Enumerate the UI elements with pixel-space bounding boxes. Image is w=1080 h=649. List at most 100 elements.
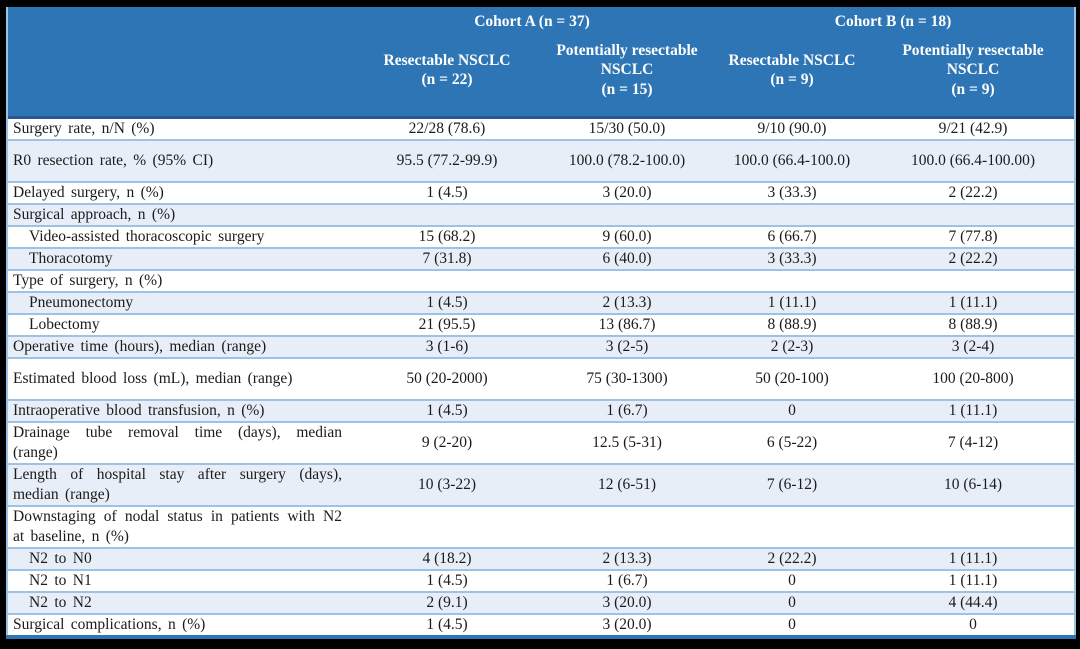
cell-value: 1 (4.5) — [352, 399, 542, 422]
cell-value — [352, 505, 542, 548]
row-label: Type of surgery, n (%) — [7, 269, 352, 292]
subheader-resectable-b: Resectable NSCLC (n = 9) — [712, 34, 872, 116]
cell-value — [542, 269, 712, 292]
table-row: Pneumonectomy 1 (4.5) 2 (13.3) 1 (11.1) 1 (1… — [7, 291, 1076, 314]
cell-value: 100.0 (66.4-100.0) — [712, 139, 872, 182]
table-row: Lobectomy 21 (95.5) 13 (86.7) 8 (88.9) 8 (88… — [7, 313, 1076, 336]
cell-value: 22/28 (78.6) — [352, 119, 542, 140]
row-label: Intraoperative blood transfusion, n (%) — [7, 399, 352, 422]
subheader-resectable-a: Resectable NSCLC (n = 22) — [352, 34, 542, 116]
row-label: Delayed surgery, n (%) — [7, 181, 352, 204]
table-row: Type of surgery, n (%) — [7, 269, 1076, 292]
cell-value: 0 — [712, 613, 872, 637]
subheader-potentially-resectable-b: Potentially resectable NSCLC (n = 9) — [872, 34, 1076, 116]
cell-value: 7 (4-12) — [872, 421, 1076, 464]
table-row: Operative time (hours), median (range) 3 … — [7, 335, 1076, 358]
cell-value — [542, 203, 712, 226]
cell-value — [712, 203, 872, 226]
cell-value: 2 (13.3) — [542, 547, 712, 570]
cell-value: 12 (6-51) — [542, 463, 712, 506]
cell-value: 0 — [872, 613, 1076, 637]
cell-value: 7 (31.8) — [352, 247, 542, 270]
cell-value — [872, 203, 1076, 226]
table-row: Drainage tube removal time (days), media… — [7, 421, 1076, 464]
cell-value: 2 (22.2) — [872, 181, 1076, 204]
cell-value: 1 (11.1) — [872, 547, 1076, 570]
table-row: Surgery rate, n/N (%) 22/28 (78.6) 15/30 (… — [7, 119, 1076, 140]
cell-value: 3 (33.3) — [712, 181, 872, 204]
cell-value: 21 (95.5) — [352, 313, 542, 336]
row-label: Lobectomy — [7, 313, 352, 336]
row-label: Drainage tube removal time (days), media… — [7, 421, 352, 464]
cell-value: 1 (6.7) — [542, 569, 712, 592]
cell-value: 9 (60.0) — [542, 225, 712, 248]
cell-value: 0 — [712, 591, 872, 614]
cell-value: 9/10 (90.0) — [712, 119, 872, 140]
cell-value: 9 (2-20) — [352, 421, 542, 464]
cell-value: 3 (20.0) — [542, 591, 712, 614]
subheader-n: (n = 9) — [951, 80, 995, 98]
table-row: Downstaging of nodal status in patients … — [7, 505, 1076, 548]
table-row: N2 to N2 2 (9.1) 3 (20.0) 0 4 (44.4) — [7, 591, 1076, 614]
cohort-b-header: Cohort B (n = 18) — [712, 7, 1076, 34]
cell-value: 3 (2-4) — [872, 335, 1076, 358]
cell-value: 4 (44.4) — [872, 591, 1076, 614]
table-header: Cohort A (n = 37) Cohort B (n = 18) Rese… — [7, 7, 1076, 119]
row-label: Estimated blood loss (mL), median (range… — [7, 357, 352, 400]
cell-value: 6 (66.7) — [712, 225, 872, 248]
table-body: Surgery rate, n/N (%) 22/28 (78.6) 15/30 (… — [7, 119, 1076, 637]
cell-value — [542, 505, 712, 548]
cell-value: 3 (1-6) — [352, 335, 542, 358]
cell-value: 15 (68.2) — [352, 225, 542, 248]
cell-value: 100 (20-800) — [872, 357, 1076, 400]
table-row: Length of hospital stay after surgery (d… — [7, 463, 1076, 506]
cell-value: 1 (6.7) — [542, 399, 712, 422]
subheader-n: (n = 15) — [601, 80, 653, 98]
row-label: N2 to N0 — [7, 547, 352, 570]
cell-value: 7 (77.8) — [872, 225, 1076, 248]
table-row: Surgical approach, n (%) — [7, 203, 1076, 226]
cell-value: 6 (5-22) — [712, 421, 872, 464]
row-label: Surgical complications, n (%) — [7, 613, 352, 637]
cell-value: 1 (11.1) — [872, 399, 1076, 422]
header-empty-cell — [7, 7, 352, 34]
table-row: Intraoperative blood transfusion, n (%) 1… — [7, 399, 1076, 422]
row-label: N2 to N1 — [7, 569, 352, 592]
cell-value: 50 (20-100) — [712, 357, 872, 400]
table-row: Thoracotomy 7 (31.8) 6 (40.0) 3 (33.3) 2 (22… — [7, 247, 1076, 270]
cell-value: 1 (4.5) — [352, 181, 542, 204]
table-row: N2 to N0 4 (18.2) 2 (13.3) 2 (22.2) 1 (11.1) — [7, 547, 1076, 570]
cell-value: 50 (20-2000) — [352, 357, 542, 400]
cell-value: 2 (13.3) — [542, 291, 712, 314]
cell-value: 3 (20.0) — [542, 181, 712, 204]
cell-value: 12.5 (5-31) — [542, 421, 712, 464]
cell-value: 15/30 (50.0) — [542, 119, 712, 140]
cell-value: 8 (88.9) — [712, 313, 872, 336]
subgroup-header-row: Resectable NSCLC (n = 22) Potentially re… — [7, 34, 1076, 116]
row-label: R0 resection rate, % (95% CI) — [7, 139, 352, 182]
cell-value: 0 — [712, 569, 872, 592]
row-label: Operative time (hours), median (range) — [7, 335, 352, 358]
cell-value: 1 (4.5) — [352, 613, 542, 637]
cell-value: 100.0 (78.2-100.0) — [542, 139, 712, 182]
cell-value: 9/21 (42.9) — [872, 119, 1076, 140]
cell-value: 8 (88.9) — [872, 313, 1076, 336]
row-label: Surgical approach, n (%) — [7, 203, 352, 226]
subheader-title: Resectable NSCLC — [383, 51, 511, 69]
cell-value: 1 (11.1) — [872, 569, 1076, 592]
table-row: Estimated blood loss (mL), median (range… — [7, 357, 1076, 400]
row-label: Pneumonectomy — [7, 291, 352, 314]
cohort-a-header: Cohort A (n = 37) — [352, 7, 712, 34]
cell-value: 0 — [712, 399, 872, 422]
header-empty-cell — [7, 34, 352, 116]
row-label: N2 to N2 — [7, 591, 352, 614]
cell-value: 1 (4.5) — [352, 291, 542, 314]
table-row: Delayed surgery, n (%) 1 (4.5) 3 (20.0) 3 (… — [7, 181, 1076, 204]
cell-value: 7 (6-12) — [712, 463, 872, 506]
cell-value: 13 (86.7) — [542, 313, 712, 336]
header-divider — [7, 116, 1076, 119]
table-row: N2 to N1 1 (4.5) 1 (6.7) 0 1 (11.1) — [7, 569, 1076, 592]
table-row: Surgical complications, n (%) 1 (4.5) 3 (2… — [7, 613, 1076, 637]
cell-value: 10 (3-22) — [352, 463, 542, 506]
